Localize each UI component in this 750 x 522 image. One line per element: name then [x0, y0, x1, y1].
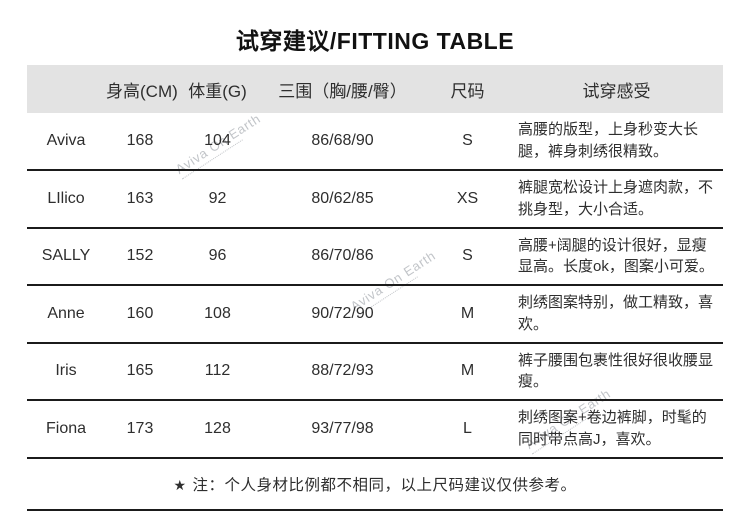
- table-row: SALLY 152 96 86/70/86 S 高腰+阔腿的设计很好，显瘦显高。…: [27, 228, 723, 285]
- cell-height: 168: [126, 132, 154, 149]
- cell-height: 163: [126, 189, 154, 207]
- cell-weight: 108: [204, 304, 231, 322]
- note-row: ★ 注：个人身材比例都不相同，以上尺码建议仅供参考。: [27, 458, 723, 510]
- cell-size: M: [460, 304, 475, 322]
- cell-weight: 92: [208, 189, 227, 207]
- cell-name: LIlico: [47, 189, 85, 207]
- cell-feedback: 刺绣图案特别，做工精致，喜欢。: [518, 294, 714, 333]
- cell-feedback: 裤腿宽松设计上身遮肉款，不挑身型，大小合适。: [518, 179, 714, 218]
- cell-measurements: 93/77/98: [311, 419, 374, 437]
- header-cell-weight: 体重(G): [188, 81, 247, 101]
- cell-name: SALLY: [41, 247, 91, 265]
- cell-feedback: 刺绣图案+卷边裤脚，时髦的同时带点高J，喜欢。: [518, 409, 707, 448]
- table-row: Anne 160 108 90/72/90 M 刺绣图案特别，做工精致，喜欢。: [27, 285, 723, 343]
- cell-measurements: 86/70/86: [311, 247, 374, 265]
- cell-feedback: 裤子腰围包裹性很好很收腰显瘦。: [518, 351, 714, 391]
- header-cell-measurements: 三围（胸/腰/臀）: [278, 81, 407, 101]
- header-cell-feedback: 试穿感受: [582, 81, 651, 101]
- fitting-table-page: Aviva On Earth Aviva On Earth Aviva On E…: [27, 28, 723, 511]
- cell-weight: 96: [208, 247, 227, 265]
- table-row: LIlico 163 92 80/62/85 XS 裤腿宽松设计上身遮肉款，不挑…: [27, 170, 723, 228]
- header-cell-size: 尺码: [450, 81, 485, 101]
- cell-weight: 112: [204, 362, 231, 380]
- note-text: 注：个人身材比例都不相同，以上尺码建议仅供参考。: [192, 476, 577, 494]
- cell-height: 165: [126, 362, 154, 380]
- cell-feedback: 高腰+阔腿的设计很好，显瘦显高。长度ok，图案小可爱。: [518, 236, 714, 276]
- cell-measurements: 88/72/93: [311, 362, 374, 380]
- table-body: Aviva 168 104 86/68/90 S 高腰的版型，上身秒变大长腿，裤…: [27, 113, 723, 458]
- header-cell-name: [27, 65, 105, 113]
- cell-height: 160: [126, 304, 154, 322]
- cell-name: Aviva: [46, 132, 86, 149]
- cell-weight: 128: [204, 419, 231, 437]
- cell-name: Iris: [55, 362, 77, 380]
- cell-name: Anne: [47, 304, 85, 322]
- cell-measurements: 90/72/90: [311, 304, 374, 322]
- table-row: Fiona 173 128 93/77/98 L 刺绣图案+卷边裤脚，时髦的同时…: [27, 400, 723, 458]
- cell-size: S: [462, 132, 473, 149]
- cell-size: XS: [456, 189, 479, 207]
- cell-size: S: [462, 247, 473, 265]
- note-cell: ★ 注：个人身材比例都不相同，以上尺码建议仅供参考。: [27, 458, 723, 510]
- cell-height: 173: [126, 419, 154, 437]
- header-row: 身高(CM) 体重(G) 三围（胸/腰/臀） 尺码 试穿感受: [27, 65, 723, 113]
- fitting-table: 身高(CM) 体重(G) 三围（胸/腰/臀） 尺码 试穿感受 Aviva 168…: [27, 65, 723, 511]
- cell-height: 152: [126, 247, 154, 265]
- cell-name: Fiona: [45, 419, 87, 437]
- header-cell-height: 身高(CM): [106, 81, 178, 101]
- page-title: 试穿建议/FITTING TABLE: [235, 28, 515, 54]
- cell-weight: 104: [204, 132, 231, 149]
- star-icon: ★: [173, 476, 187, 493]
- cell-measurements: 80/62/85: [311, 189, 374, 207]
- cell-measurements: 86/68/90: [311, 132, 374, 149]
- cell-size: L: [463, 419, 472, 437]
- table-row: Aviva 168 104 86/68/90 S 高腰的版型，上身秒变大长腿，裤…: [27, 113, 723, 170]
- table-row: Iris 165 112 88/72/93 M 裤子腰围包裹性很好很收腰显瘦。: [27, 343, 723, 400]
- cell-size: M: [460, 362, 475, 380]
- cell-feedback: 高腰的版型，上身秒变大长腿，裤身刺绣很精致。: [518, 121, 699, 160]
